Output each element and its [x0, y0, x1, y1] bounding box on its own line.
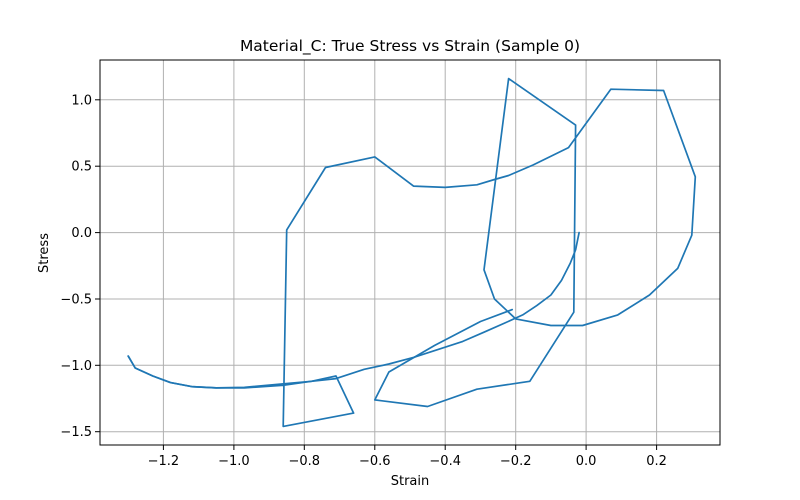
x-tick-label: −0.2	[500, 454, 532, 469]
series-layer	[127, 77, 697, 428]
x-tick-label: 0.0	[576, 454, 597, 469]
x-tick-label: 0.2	[646, 454, 667, 469]
x-tick-label: −0.4	[429, 454, 461, 469]
y-tick-label: −0.5	[60, 293, 92, 308]
x-axis-ticks: −1.2 −1.0 −0.8 −0.6 −0.4 −0.2 0.0 0.2	[148, 445, 667, 469]
x-tick-label: −1.0	[218, 454, 250, 469]
grid-lines	[100, 60, 720, 445]
y-tick-label: −1.5	[60, 425, 92, 440]
plot-area	[100, 60, 720, 445]
x-tick-label: −1.2	[148, 454, 180, 469]
y-tick-label: 0.5	[71, 160, 92, 175]
y-tick-label: 0.0	[71, 226, 92, 241]
series-line-1	[127, 77, 697, 428]
y-axis-ticks: −1.5 −1.0 −0.5 0.0 0.5 1.0	[60, 93, 100, 440]
y-axis-title: Stress	[37, 233, 52, 273]
y-tick-label: 1.0	[71, 93, 92, 108]
plot-frame	[99, 59, 721, 446]
chart-title: Material_C: True Stress vs Strain (Sampl…	[240, 37, 580, 56]
x-tick-label: −0.6	[359, 454, 391, 469]
x-tick-label: −0.8	[289, 454, 321, 469]
x-axis-title: Strain	[391, 474, 430, 489]
y-tick-label: −1.0	[60, 359, 92, 374]
